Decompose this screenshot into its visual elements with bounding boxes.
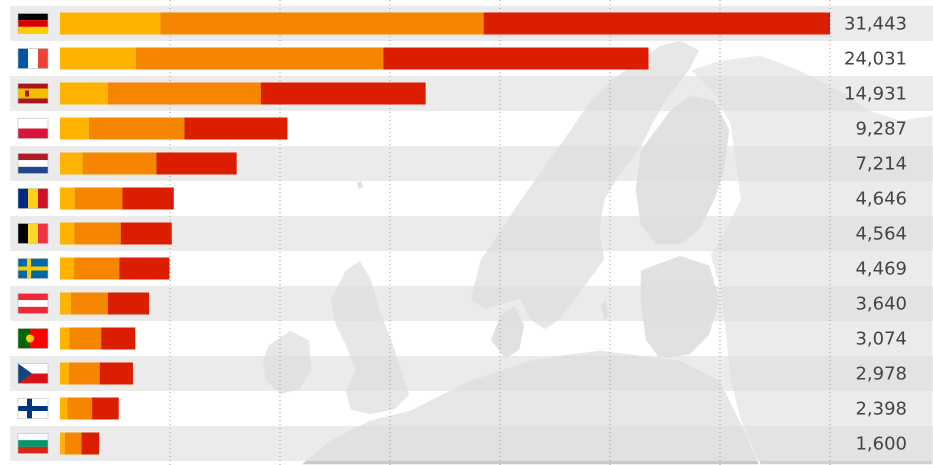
bar-segment [82, 152, 157, 175]
value-label: 4,646 [855, 189, 907, 210]
romania-flag-icon [17, 188, 49, 209]
value-label: 14,931 [844, 84, 907, 105]
bar-segment [184, 117, 288, 140]
bar-segment [60, 152, 83, 175]
bar-segment [60, 292, 72, 315]
flags [17, 13, 49, 454]
row-band [10, 391, 933, 426]
value-label: 4,469 [855, 259, 907, 280]
bar-segment [107, 82, 261, 105]
value-label: 31,443 [844, 14, 907, 35]
bar-segment [122, 187, 174, 210]
portugal-flag-icon [17, 328, 49, 349]
bar-segment [60, 82, 108, 105]
bar-segment [74, 222, 121, 245]
row-band [10, 356, 933, 391]
bar-segment [69, 362, 100, 385]
bars [60, 12, 830, 455]
bar-segment [135, 47, 384, 70]
bar-segment [60, 432, 65, 455]
bar-segment [60, 257, 74, 280]
value-label: 4,564 [855, 224, 907, 245]
netherlands-flag-icon [17, 153, 49, 174]
bar-segment [74, 187, 123, 210]
row-band [10, 426, 933, 461]
value-label: 2,398 [855, 399, 907, 420]
germany-flag-icon [17, 13, 49, 34]
row-band [10, 286, 933, 321]
value-label: 1,600 [855, 434, 907, 455]
bar-segment [483, 12, 830, 35]
bar-segment [119, 257, 170, 280]
bar-segment [383, 47, 649, 70]
france-flag-icon [17, 48, 49, 69]
value-label: 24,031 [844, 49, 907, 70]
bar-segment [81, 432, 100, 455]
bar-segment [60, 12, 161, 35]
bar-segment [73, 257, 120, 280]
value-label: 7,214 [855, 154, 907, 175]
spain-flag-icon [17, 83, 49, 104]
sweden-flag-icon [17, 258, 49, 279]
row-band [10, 321, 933, 356]
bar-segment [60, 117, 89, 140]
bar-segment [160, 12, 484, 35]
bar-segment [60, 187, 75, 210]
bar-segment [107, 292, 150, 315]
bar-segment [99, 362, 133, 385]
bar-segment [92, 397, 119, 420]
bar-segment [60, 397, 68, 420]
bar-segment [88, 117, 185, 140]
czechia-flag-icon [17, 363, 49, 384]
bar-segment [60, 327, 70, 350]
bar-segment [69, 327, 102, 350]
value-label: 2,978 [855, 364, 907, 385]
value-label: 3,074 [855, 329, 907, 350]
bar-segment [101, 327, 136, 350]
bar-segment [60, 47, 136, 70]
bar-segment [71, 292, 108, 315]
belgium-flag-icon [17, 223, 49, 244]
bar-segment [260, 82, 426, 105]
bulgaria-flag-icon [17, 433, 49, 454]
bar-segment [64, 432, 82, 455]
austria-flag-icon [17, 293, 49, 314]
value-labels: 31,443 24,031 14,931 9,287 7,214 4,646 4,564 4,… [844, 14, 907, 455]
bar-segment [120, 222, 172, 245]
bar-segment [156, 152, 237, 175]
value-label: 3,640 [855, 294, 907, 315]
value-label: 9,287 [855, 119, 907, 140]
bar-segment [67, 397, 93, 420]
poland-flag-icon [17, 118, 49, 139]
bar-segment [60, 362, 70, 385]
finland-flag-icon [17, 398, 49, 419]
bar-segment [60, 222, 75, 245]
